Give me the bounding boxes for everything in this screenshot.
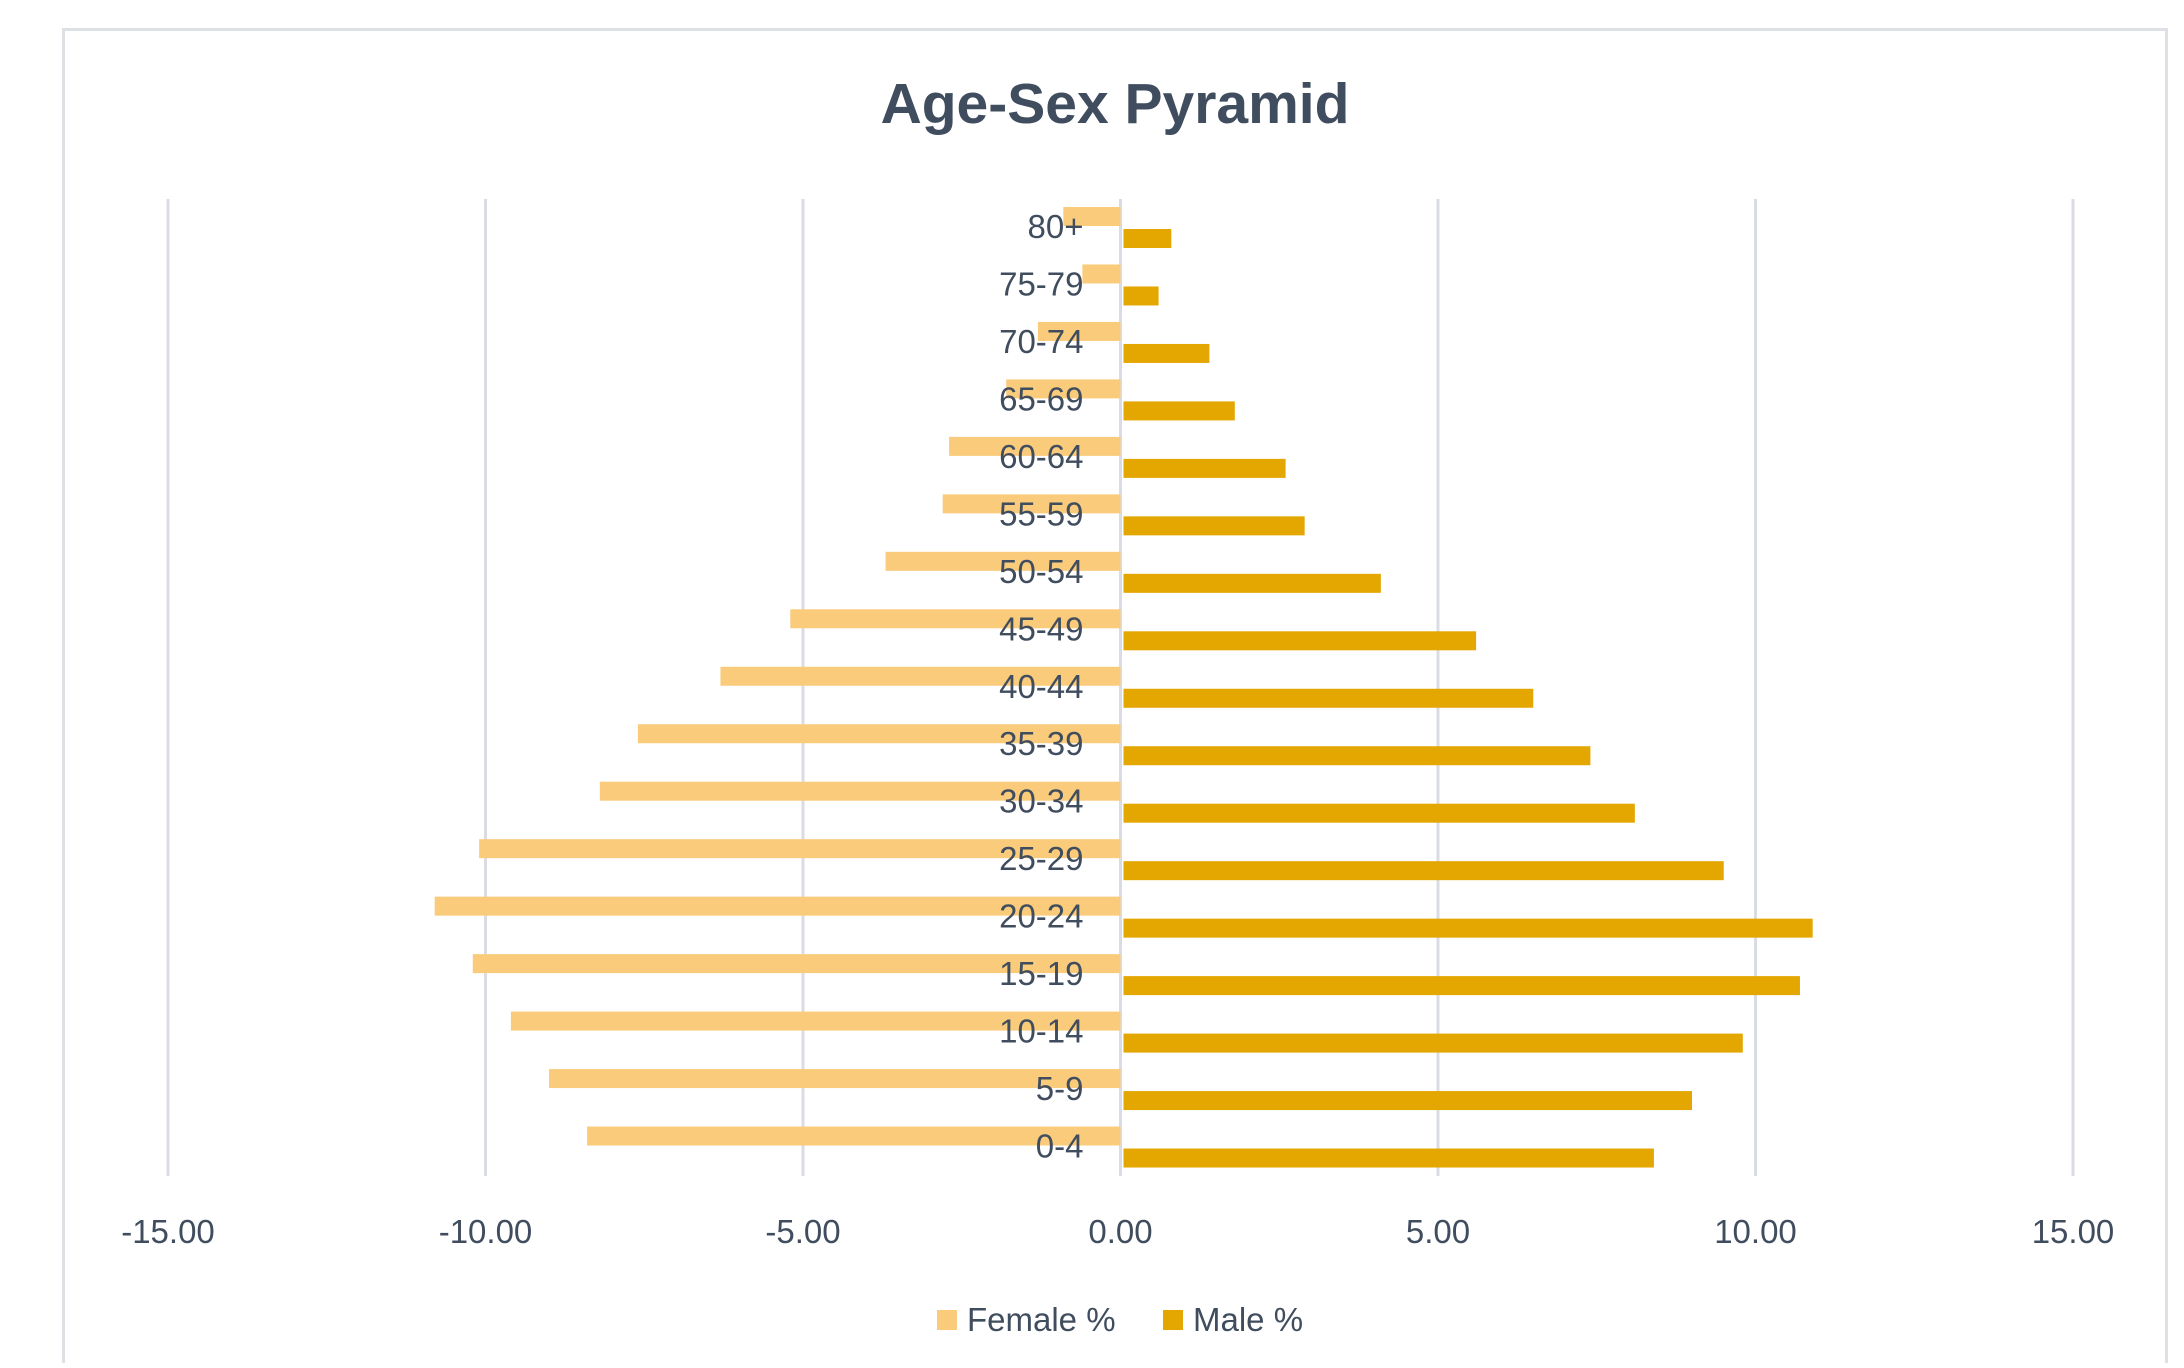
x-axis-tick-labels: -15.00 -10.00 -5.00 0.00 5.00 10.00 15.00: [121, 1213, 2114, 1250]
category-labels: 80+ 75-79 70-74 65-69 60-64 55-59 50-54 45-49 40…: [999, 208, 1083, 1165]
legend-label-male: Male %: [1193, 1301, 1303, 1338]
x-tick-label: 15.00: [2032, 1213, 2115, 1250]
bar-male-30-34: [1123, 803, 1635, 823]
bar-male-0-4: [1123, 1148, 1654, 1168]
x-tick-label: -15.00: [121, 1213, 215, 1250]
x-tick-label: 0.00: [1088, 1213, 1152, 1250]
bar-female-75-79: [1082, 264, 1121, 284]
category-label: 15-19: [999, 955, 1083, 992]
chart-frame: Age-Sex Pyramid 80+ 75-79 70-74 65-69 60-64 5…: [62, 28, 2168, 1363]
legend: Female % Male %: [937, 1301, 1303, 1338]
bar-male-80+: [1123, 229, 1172, 248]
bar-male-25-29: [1123, 861, 1724, 881]
bar-female-80+: [1063, 207, 1121, 226]
bar-female-0-4: [587, 1126, 1121, 1146]
bar-male-10-14: [1123, 1033, 1743, 1053]
category-label: 50-54: [999, 553, 1083, 590]
x-tick-label: 5.00: [1406, 1213, 1470, 1250]
bar-female-10-14: [510, 1011, 1121, 1031]
x-tick-label: -5.00: [765, 1213, 840, 1250]
category-label: 30-34: [999, 783, 1083, 820]
chart-title: Age-Sex Pyramid: [881, 72, 1350, 136]
category-label: 45-49: [999, 610, 1083, 647]
bar-female-40-44: [720, 666, 1121, 686]
bar-male-50-54: [1123, 573, 1381, 593]
category-label: 40-44: [999, 668, 1083, 705]
bar-female-55-59: [942, 494, 1121, 514]
bar-male-75-79: [1123, 286, 1159, 306]
bar-female-50-54: [885, 551, 1121, 571]
bar-female-30-34: [599, 781, 1121, 801]
bar-male-60-64: [1123, 458, 1286, 478]
category-label: 0-4: [1036, 1128, 1084, 1165]
bar-male-55-59: [1123, 516, 1305, 536]
bar-male-70-74: [1123, 343, 1210, 363]
bar-male-5-9: [1123, 1091, 1692, 1111]
x-tick-label: 10.00: [1714, 1213, 1797, 1250]
category-label: 10-14: [999, 1013, 1083, 1050]
category-label: 35-39: [999, 725, 1083, 762]
bar-male-45-49: [1123, 631, 1477, 651]
category-label: 55-59: [999, 495, 1083, 532]
category-label: 25-29: [999, 840, 1083, 877]
bar-female-65-69: [1006, 379, 1121, 399]
x-tick-label: -10.00: [439, 1213, 533, 1250]
category-label: 60-64: [999, 438, 1083, 475]
gridlines: [166, 199, 2075, 1176]
legend-swatch-male: [1163, 1310, 1183, 1330]
bar-female-45-49: [790, 609, 1121, 629]
bar-female-15-19: [472, 954, 1121, 974]
bar-male-65-69: [1123, 401, 1235, 421]
category-label: 80+: [1028, 208, 1084, 245]
bar-female-25-29: [479, 839, 1121, 859]
bar-female-60-64: [949, 436, 1121, 456]
category-label: 20-24: [999, 898, 1083, 935]
category-label: 5-9: [1036, 1070, 1084, 1107]
bar-female-20-24: [434, 896, 1121, 916]
bar-male-35-39: [1123, 746, 1591, 766]
chart-svg: Age-Sex Pyramid 80+ 75-79 70-74 65-69 60-64 5…: [121, 72, 2114, 1338]
bar-female-35-39: [637, 724, 1121, 744]
category-label: 75-79: [999, 265, 1083, 302]
bar-male-40-44: [1123, 688, 1534, 708]
bar-male-15-19: [1123, 976, 1800, 996]
category-label: 70-74: [999, 323, 1083, 360]
bar-female-5-9: [549, 1069, 1121, 1089]
bar-female-70-74: [1037, 321, 1121, 341]
category-label: 65-69: [999, 380, 1083, 417]
bar-male-20-24: [1123, 918, 1813, 938]
bars: [434, 207, 1813, 1168]
legend-label-female: Female %: [967, 1301, 1116, 1338]
legend-swatch-female: [937, 1310, 957, 1330]
